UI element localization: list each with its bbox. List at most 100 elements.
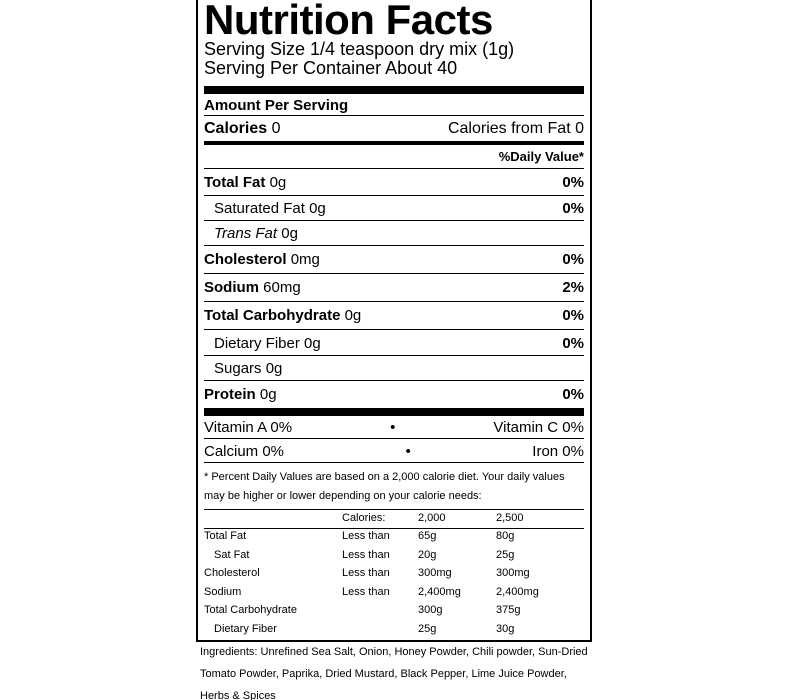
table-row: Total Carbohydrate 300g 375g	[204, 604, 584, 618]
cell: Sodium	[204, 585, 242, 598]
bullet: •	[405, 443, 411, 460]
cell: 300g	[418, 604, 443, 616]
rule	[204, 462, 584, 463]
rule	[204, 509, 584, 510]
nutrient-row: Saturated Fat 0g 0%	[204, 200, 584, 217]
nutrient-row: Sodium 60mg 2%	[204, 279, 584, 296]
text: Amount Per Serving	[204, 97, 349, 114]
vitamin: Calcium 0%	[204, 443, 285, 460]
dv: 2%	[562, 279, 584, 296]
dv: 0%	[562, 174, 584, 191]
calories-row: Calories 0 Calories from Fat 0	[204, 120, 584, 138]
dv: 0%	[562, 386, 584, 403]
cell: Total Carbohydrate	[204, 604, 297, 616]
amount: 0mg	[290, 251, 320, 268]
nutrient-row: Trans Fat 0g	[204, 225, 584, 242]
name: Total Fat	[204, 174, 266, 191]
cell: 30g	[496, 622, 515, 635]
cell: 300mg	[418, 567, 452, 579]
cell: 65g	[418, 530, 437, 542]
rule	[204, 273, 584, 274]
cell: 300mg	[496, 567, 530, 579]
cell: 2,400mg	[496, 585, 539, 598]
name: Dietary Fiber	[214, 335, 300, 352]
table-row: Dietary Fiber 25g 30g	[204, 623, 584, 637]
rule	[204, 86, 584, 94]
dv: 0%	[562, 335, 584, 352]
name: Total Carbohydrate	[204, 307, 341, 324]
dv: 0%	[562, 200, 584, 217]
title: Nutrition Facts	[204, 0, 493, 43]
cell: 80g	[496, 530, 515, 542]
cell: Less than	[342, 530, 390, 542]
serving-size: Serving Size 1/4 teaspoon dry mix (1g)	[204, 39, 515, 59]
dv-header-row: %Daily Value*	[204, 149, 584, 164]
rule	[204, 301, 584, 302]
table-row: Total Fat Less than 65g 80g	[204, 530, 584, 544]
bullet: •	[390, 419, 396, 436]
amount: 0g	[344, 307, 362, 324]
cell: 375g	[496, 604, 521, 616]
nutrient-row: Dietary Fiber 0g 0%	[204, 335, 584, 352]
name: Cholesterol	[204, 251, 287, 268]
cell: Total Fat	[204, 530, 247, 542]
rule	[204, 220, 584, 221]
rule	[204, 141, 584, 145]
dv-header: %Daily Value*	[498, 149, 584, 164]
rule	[204, 355, 584, 356]
nutrient-row: Total Fat 0g 0%	[204, 174, 584, 191]
table-row: Sat Fat Less than 20g 25g	[204, 549, 584, 563]
dv: 0%	[562, 251, 584, 268]
cell: Less than	[342, 567, 390, 579]
amount: 0g	[265, 360, 283, 377]
name: Sugars	[214, 360, 262, 377]
table-row: Sodium Less than 2,400mg 2,400mg	[204, 586, 584, 600]
label: Calories	[204, 120, 268, 137]
cell: Less than	[342, 548, 390, 561]
calories-from-fat: Calories from Fat 0	[447, 120, 584, 137]
rule	[204, 115, 584, 116]
cell: 20g	[418, 548, 437, 561]
vitamin-row: Vitamin A 0% • Vitamin C 0%	[204, 419, 584, 436]
rule	[204, 438, 584, 439]
amount: 0g	[309, 200, 326, 217]
cell: Sat Fat	[214, 548, 250, 561]
table-row: Cholesterol Less than 300mg 300mg	[204, 567, 584, 581]
cell: 25g	[418, 622, 437, 635]
footnote: * Percent Daily Values are based on a 2,…	[204, 471, 565, 502]
cell: Less than	[342, 585, 390, 598]
cell: 2,400mg	[418, 585, 461, 598]
vitamin: Vitamin A 0%	[204, 419, 293, 436]
cell: 2,500	[496, 512, 524, 524]
name: Saturated Fat	[214, 200, 305, 217]
value: 0	[271, 120, 281, 137]
rule	[204, 528, 584, 529]
nutrient-row: Total Carbohydrate 0g 0%	[204, 307, 584, 324]
name: Trans Fat	[214, 225, 278, 242]
amount-per-serving: Amount Per Serving	[204, 97, 584, 114]
cell: 2,000	[418, 512, 446, 524]
rule	[204, 380, 584, 381]
nutrition-label: Nutrition Facts Serving Size 1/4 teaspoo…	[196, 0, 592, 642]
calories: Calories 0	[204, 120, 281, 138]
amount: 0g	[269, 174, 287, 191]
name: Sodium	[204, 279, 259, 296]
cell: Cholesterol	[204, 567, 260, 579]
nutrient-row: Cholesterol 0mg 0%	[204, 251, 584, 268]
rule	[204, 408, 584, 416]
vitamin: Vitamin C 0%	[493, 419, 584, 436]
rule	[204, 168, 584, 169]
rule	[204, 245, 584, 246]
amount: 0g	[259, 386, 277, 403]
nutrient-row: Protein 0g 0%	[204, 386, 584, 403]
nutrient-row: Sugars 0g	[204, 360, 584, 377]
amount: 0g	[281, 225, 298, 242]
servings: Serving Per Container About 40	[204, 58, 458, 78]
table-header: Calories: 2,000 2,500	[204, 512, 584, 526]
amount: 0g	[304, 335, 321, 352]
rule	[204, 329, 584, 330]
name: Protein	[204, 386, 256, 403]
cell: Calories:	[342, 512, 386, 524]
ingredients: Ingredients: Unrefined Sea Salt, Onion, …	[200, 646, 588, 700]
